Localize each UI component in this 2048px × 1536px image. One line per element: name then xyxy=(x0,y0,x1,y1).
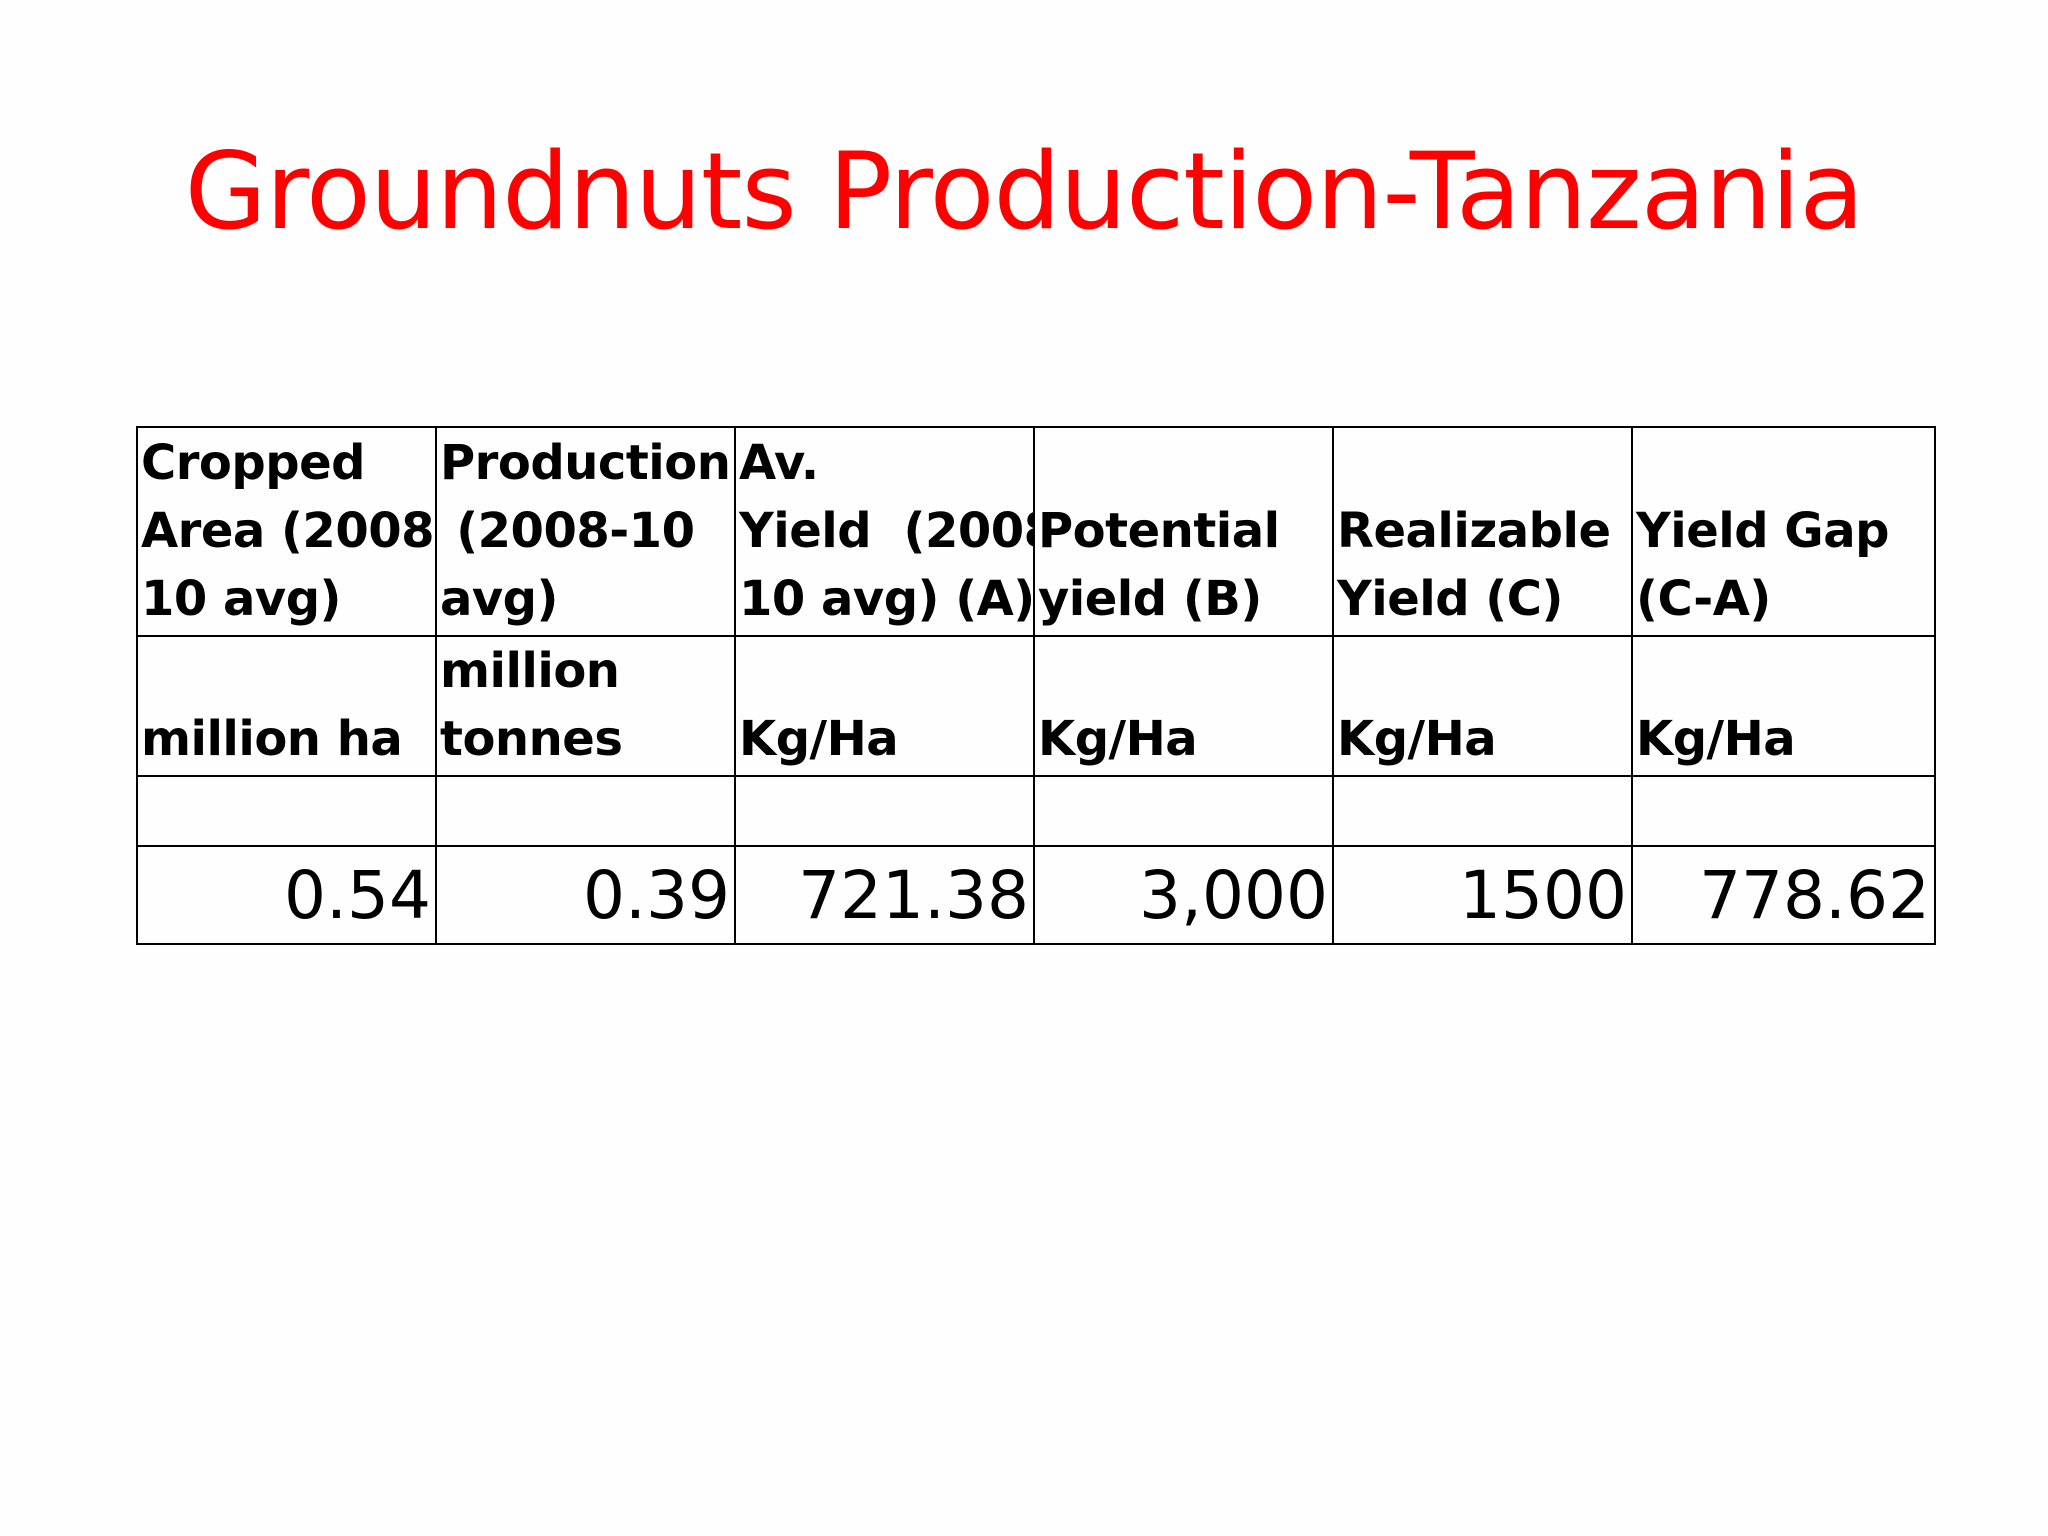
header-row: Cropped Area (2008- 10 avg) Production (… xyxy=(136,426,1936,637)
values-row: 0.54 0.39 721.38 3,000 1500 778.62 xyxy=(136,845,1936,945)
unit-line: Kg/Ha xyxy=(1038,711,1198,767)
empty-cell xyxy=(1631,775,1936,847)
header-line: Cropped xyxy=(141,435,366,491)
unit-cell: million ha xyxy=(136,635,437,777)
header-line: Production xyxy=(440,435,731,491)
groundnuts-table: Cropped Area (2008- 10 avg) Production (… xyxy=(136,426,1936,945)
empty-cell xyxy=(136,775,437,847)
header-line: 10 avg) (A) xyxy=(739,571,1034,627)
value-cell-production: 0.39 xyxy=(435,845,736,945)
empty-cell xyxy=(435,775,736,847)
slide-title: Groundnuts Production-Tanzania xyxy=(184,130,1865,253)
header-line: Potential xyxy=(1038,503,1280,559)
header-cell-production: Production (2008-10 avg) xyxy=(435,426,736,637)
header-cell-yield-gap: Yield Gap (C-A) xyxy=(1631,426,1936,637)
value-cell-realizable-yield: 1500 xyxy=(1332,845,1633,945)
empty-row xyxy=(136,775,1936,847)
header-line: yield (B) xyxy=(1038,571,1262,627)
value-cell-yield-gap: 778.62 xyxy=(1631,845,1936,945)
value-cell-cropped-area: 0.54 xyxy=(136,845,437,945)
header-line: 10 avg) xyxy=(141,571,341,627)
unit-cell: Kg/Ha xyxy=(1332,635,1633,777)
unit-cell: Kg/Ha xyxy=(1631,635,1936,777)
unit-cell: Kg/Ha xyxy=(1033,635,1334,777)
header-line: Area (2008- xyxy=(141,503,436,559)
empty-cell xyxy=(1033,775,1334,847)
header-cell-cropped-area: Cropped Area (2008- 10 avg) xyxy=(136,426,437,637)
unit-line: Kg/Ha xyxy=(1636,711,1796,767)
header-line: Yield (C) xyxy=(1337,571,1563,627)
unit-cell: million tonnes xyxy=(435,635,736,777)
value-cell-average-yield: 721.38 xyxy=(734,845,1035,945)
header-cell-average-yield: Av. Yield (2008- 10 avg) (A) xyxy=(734,426,1035,637)
value-cell-potential-yield: 3,000 xyxy=(1033,845,1334,945)
unit-line: million xyxy=(440,643,620,699)
unit-line: million ha xyxy=(141,711,403,767)
header-cell-potential-yield: Potential yield (B) xyxy=(1033,426,1334,637)
unit-cell: Kg/Ha xyxy=(734,635,1035,777)
unit-line: tonnes xyxy=(440,711,623,767)
header-line: Yield (2008- xyxy=(739,503,1032,559)
header-line: avg) xyxy=(440,571,558,627)
empty-cell xyxy=(1332,775,1633,847)
unit-line: Kg/Ha xyxy=(739,711,899,767)
header-cell-realizable-yield: Realizable Yield (C) xyxy=(1332,426,1633,637)
units-row: million ha million tonnes Kg/Ha Kg/Ha Kg… xyxy=(136,635,1936,777)
header-line: Realizable xyxy=(1337,503,1611,559)
header-line: (2008-10 xyxy=(440,503,695,559)
header-line: Av. xyxy=(739,435,819,491)
empty-cell xyxy=(734,775,1035,847)
unit-line: Kg/Ha xyxy=(1337,711,1497,767)
header-line: (C-A) xyxy=(1636,571,1771,627)
header-line: Yield Gap xyxy=(1636,503,1889,559)
